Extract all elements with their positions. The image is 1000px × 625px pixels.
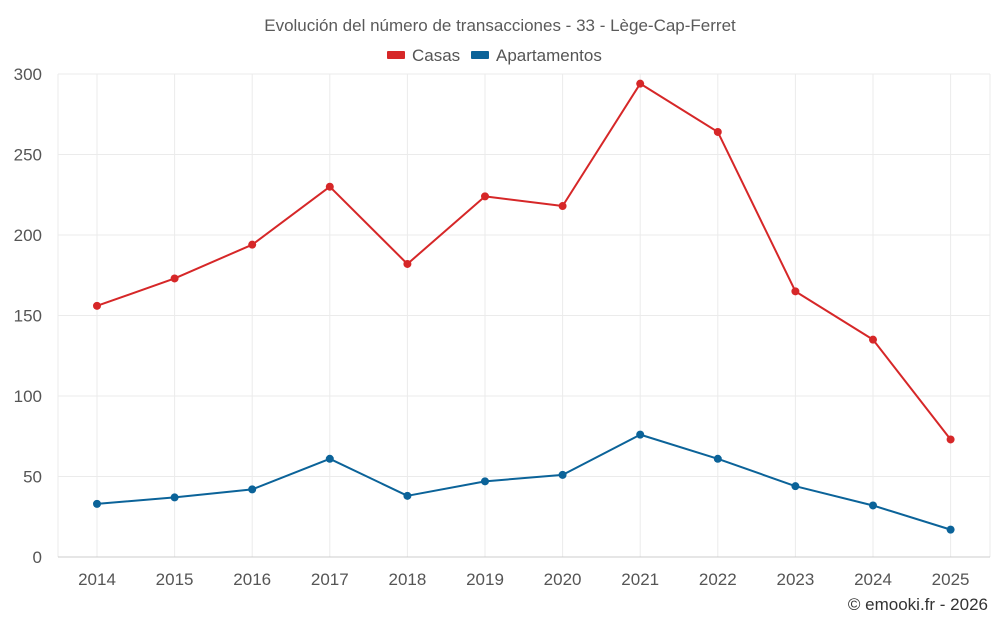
data-point-casas[interactable] <box>481 192 489 201</box>
legend-label-casas: Casas <box>412 46 460 65</box>
data-point-casas[interactable] <box>170 274 179 283</box>
chart-title: Evolución del número de transacciones - … <box>264 16 736 35</box>
x-tick-label: 2015 <box>156 570 194 589</box>
data-point-casas[interactable] <box>93 301 101 310</box>
series-layer <box>93 79 955 534</box>
data-point-casas[interactable] <box>791 287 800 296</box>
data-point-casas[interactable] <box>946 435 955 444</box>
y-tick-label: 100 <box>14 387 42 406</box>
data-point-casas[interactable] <box>869 335 877 344</box>
data-point-apartamentos[interactable] <box>558 470 567 479</box>
data-point-apartamentos[interactable] <box>946 525 955 534</box>
y-tick-label: 150 <box>14 307 42 326</box>
x-tick-label: 2022 <box>699 570 737 589</box>
y-tick-label: 250 <box>14 146 42 165</box>
data-point-apartamentos[interactable] <box>713 454 722 463</box>
y-gridlines <box>58 73 990 477</box>
y-axis-ticks: 0 50 100 150 200 250 300 <box>14 65 42 567</box>
x-tick-label: 2014 <box>78 570 116 589</box>
y-tick-label: 300 <box>14 65 42 84</box>
x-tick-label: 2017 <box>311 570 349 589</box>
data-point-apartamentos[interactable] <box>170 493 179 502</box>
data-point-casas[interactable] <box>248 240 257 249</box>
data-point-apartamentos[interactable] <box>791 482 800 491</box>
data-point-apartamentos[interactable] <box>636 430 645 439</box>
x-tick-label: 2019 <box>466 570 504 589</box>
data-point-casas[interactable] <box>636 79 645 88</box>
y-tick-label: 50 <box>23 468 42 487</box>
legend-swatch-apartamentos <box>471 51 489 59</box>
data-point-apartamentos[interactable] <box>93 499 101 508</box>
y-tick-label: 200 <box>14 226 42 245</box>
legend-item-casas[interactable]: Casas <box>387 46 460 65</box>
series-line-apartamentos <box>96 433 951 531</box>
x-tick-label: 2020 <box>544 570 582 589</box>
credit-text: © emooki.fr - 2026 <box>848 595 988 614</box>
legend-swatch-casas <box>387 51 405 59</box>
x-tick-label: 2023 <box>776 570 814 589</box>
x-tick-label: 2025 <box>932 570 970 589</box>
data-point-apartamentos[interactable] <box>403 491 412 500</box>
x-axis-ticks: 2014 2015 2016 2017 2018 2019 2020 2021 2022 2023… <box>78 570 969 589</box>
data-point-casas[interactable] <box>713 127 722 136</box>
data-point-casas[interactable] <box>325 182 334 191</box>
legend-item-apartamentos[interactable]: Apartamentos <box>471 46 602 65</box>
data-point-apartamentos[interactable] <box>248 485 257 494</box>
data-point-apartamentos[interactable] <box>481 477 489 486</box>
legend-label-apartamentos: Apartamentos <box>496 46 602 65</box>
y-tick-label: 0 <box>33 548 42 567</box>
x-tick-label: 2024 <box>854 570 892 589</box>
data-point-apartamentos[interactable] <box>869 501 877 510</box>
series-line-casas <box>96 82 952 441</box>
x-tick-label: 2021 <box>621 570 659 589</box>
x-tick-label: 2016 <box>233 570 271 589</box>
data-point-apartamentos[interactable] <box>325 454 334 463</box>
data-point-casas[interactable] <box>403 259 412 268</box>
x-tick-label: 2018 <box>388 570 426 589</box>
data-point-casas[interactable] <box>558 202 567 211</box>
legend: Casas Apartamentos <box>387 46 602 65</box>
